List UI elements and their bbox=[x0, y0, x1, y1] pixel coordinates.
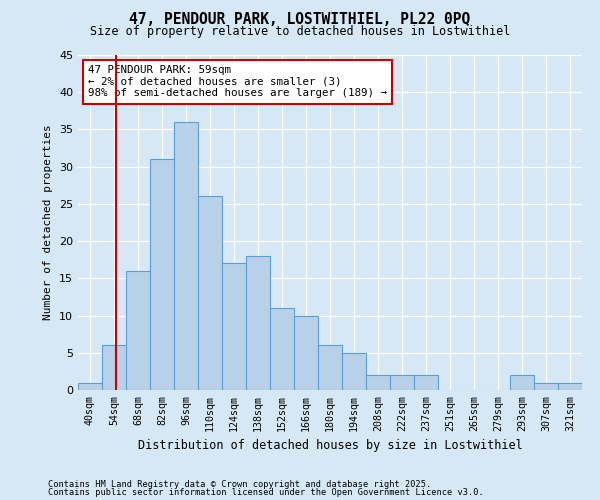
Bar bbox=[222, 264, 246, 390]
Bar bbox=[318, 346, 342, 390]
Bar bbox=[534, 382, 558, 390]
Bar bbox=[270, 308, 294, 390]
Bar bbox=[390, 375, 414, 390]
Bar bbox=[558, 382, 582, 390]
Bar bbox=[126, 271, 150, 390]
Bar bbox=[150, 159, 174, 390]
Bar bbox=[198, 196, 222, 390]
Text: Size of property relative to detached houses in Lostwithiel: Size of property relative to detached ho… bbox=[90, 25, 510, 38]
Bar bbox=[102, 346, 126, 390]
Bar bbox=[366, 375, 390, 390]
Text: 47, PENDOUR PARK, LOSTWITHIEL, PL22 0PQ: 47, PENDOUR PARK, LOSTWITHIEL, PL22 0PQ bbox=[130, 12, 470, 28]
Text: 47 PENDOUR PARK: 59sqm
← 2% of detached houses are smaller (3)
98% of semi-detac: 47 PENDOUR PARK: 59sqm ← 2% of detached … bbox=[88, 65, 387, 98]
Y-axis label: Number of detached properties: Number of detached properties bbox=[43, 124, 53, 320]
Bar bbox=[342, 353, 366, 390]
Text: Contains public sector information licensed under the Open Government Licence v3: Contains public sector information licen… bbox=[48, 488, 484, 497]
Bar bbox=[414, 375, 438, 390]
X-axis label: Distribution of detached houses by size in Lostwithiel: Distribution of detached houses by size … bbox=[137, 439, 523, 452]
Bar bbox=[174, 122, 198, 390]
Bar bbox=[78, 382, 102, 390]
Bar bbox=[510, 375, 534, 390]
Bar bbox=[246, 256, 270, 390]
Bar bbox=[294, 316, 318, 390]
Text: Contains HM Land Registry data © Crown copyright and database right 2025.: Contains HM Land Registry data © Crown c… bbox=[48, 480, 431, 489]
